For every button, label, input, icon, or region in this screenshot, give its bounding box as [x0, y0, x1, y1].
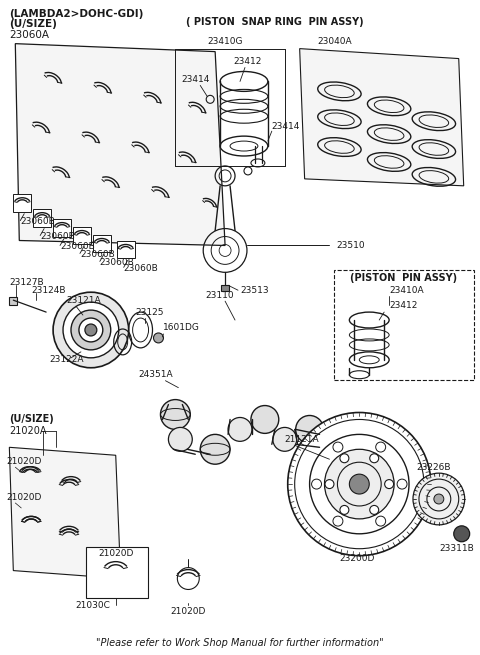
Text: 23124B: 23124B [31, 286, 66, 295]
Bar [117, 240, 134, 259]
Circle shape [434, 494, 444, 504]
Bar [335, 271, 474, 380]
Circle shape [296, 415, 324, 443]
Text: 23410A: 23410A [389, 286, 424, 295]
Text: 23121A: 23121A [66, 295, 101, 305]
Circle shape [168, 428, 192, 451]
Text: 23200D: 23200D [340, 554, 375, 563]
Circle shape [71, 310, 111, 350]
Bar [93, 234, 111, 252]
Circle shape [160, 400, 190, 430]
Circle shape [154, 333, 164, 343]
Circle shape [376, 516, 385, 526]
Text: (LAMBDA2>DOHC-GDI): (LAMBDA2>DOHC-GDI) [9, 9, 144, 19]
Circle shape [288, 413, 431, 555]
Text: "Please refer to Work Shop Manual for further information": "Please refer to Work Shop Manual for fu… [96, 638, 384, 648]
Circle shape [200, 434, 230, 464]
Circle shape [454, 526, 469, 542]
Bar [53, 219, 71, 236]
Text: 23414: 23414 [272, 122, 300, 130]
Circle shape [325, 479, 334, 489]
Text: 23125: 23125 [136, 308, 164, 316]
Text: 23226B: 23226B [417, 462, 451, 472]
Circle shape [370, 454, 379, 462]
Text: 23060B: 23060B [80, 250, 115, 259]
Circle shape [333, 442, 343, 452]
Circle shape [370, 506, 379, 514]
Circle shape [273, 428, 297, 451]
Text: 21020D: 21020D [98, 549, 133, 558]
Text: 21020A: 21020A [9, 426, 47, 436]
Text: 23412: 23412 [234, 57, 262, 66]
Circle shape [349, 474, 369, 494]
Text: 23060B: 23060B [60, 242, 95, 251]
Circle shape [340, 454, 349, 462]
Bar [86, 547, 147, 599]
Polygon shape [9, 447, 120, 578]
Text: 23414: 23414 [181, 75, 209, 84]
Text: 23040A: 23040A [317, 37, 352, 46]
Circle shape [397, 479, 407, 489]
Circle shape [312, 479, 322, 489]
Circle shape [324, 449, 394, 519]
Polygon shape [15, 44, 225, 246]
Text: 23060B: 23060B [20, 217, 55, 226]
Circle shape [413, 473, 465, 525]
Bar [33, 209, 51, 227]
Circle shape [63, 302, 119, 358]
Text: 23122A: 23122A [49, 355, 84, 364]
Text: 23060A: 23060A [9, 29, 49, 40]
Text: 23311B: 23311B [439, 544, 474, 553]
Bar [9, 297, 17, 305]
Text: 24351A: 24351A [138, 370, 173, 379]
Circle shape [79, 318, 103, 342]
Text: 23412: 23412 [389, 301, 418, 310]
Text: (U/SIZE): (U/SIZE) [9, 415, 54, 424]
Text: 21121A: 21121A [285, 435, 319, 444]
Text: 23127B: 23127B [9, 278, 44, 287]
Bar [73, 227, 91, 244]
Circle shape [228, 417, 252, 441]
Bar [221, 285, 229, 291]
Circle shape [53, 292, 129, 367]
Text: 23060B: 23060B [40, 232, 75, 241]
Text: 23060B: 23060B [100, 258, 134, 267]
Circle shape [85, 324, 97, 336]
Text: 23513: 23513 [240, 286, 269, 295]
Text: ( PISTON  SNAP RING  PIN ASSY): ( PISTON SNAP RING PIN ASSY) [186, 17, 364, 27]
Circle shape [376, 442, 385, 452]
Text: 21020D: 21020D [170, 607, 206, 616]
Text: 23510: 23510 [336, 241, 365, 250]
Text: 21030C: 21030C [75, 601, 110, 610]
Text: 23410G: 23410G [207, 37, 243, 46]
Text: 23060B: 23060B [124, 264, 158, 273]
Circle shape [251, 405, 279, 434]
Polygon shape [300, 48, 464, 186]
Text: 21020D: 21020D [6, 493, 42, 502]
Text: 1601DG: 1601DG [164, 324, 200, 333]
Bar [13, 194, 31, 212]
Circle shape [340, 506, 349, 514]
Text: (PISTON  PIN ASSY): (PISTON PIN ASSY) [350, 273, 457, 283]
Text: 21020D: 21020D [6, 457, 42, 466]
Text: (U/SIZE): (U/SIZE) [9, 19, 57, 29]
Circle shape [384, 479, 394, 489]
Text: 23110: 23110 [206, 291, 234, 300]
Circle shape [333, 516, 343, 526]
